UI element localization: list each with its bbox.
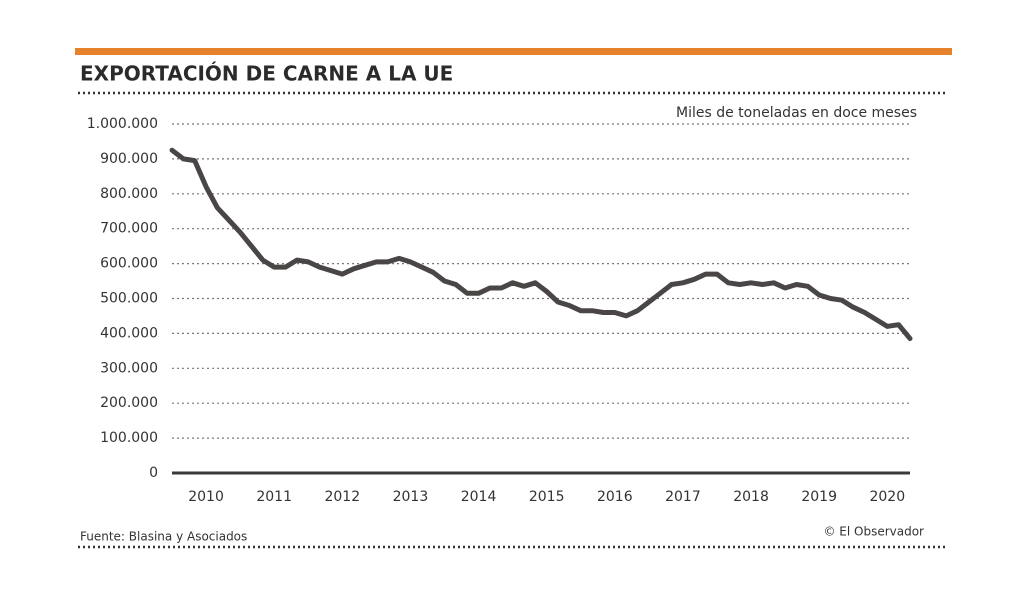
y-tick-label: 300.000 (100, 360, 158, 376)
y-tick-label: 500.000 (100, 291, 158, 307)
y-tick-label: 600.000 (100, 256, 158, 272)
x-tick-label: 2020 (869, 489, 905, 505)
y-tick-label: 200.000 (100, 395, 158, 411)
x-tick-label: 2015 (529, 489, 565, 505)
y-tick-label: 800.000 (100, 186, 158, 202)
x-tick-label: 2010 (188, 489, 224, 505)
y-tick-label: 400.000 (100, 325, 158, 341)
x-tick-label: 2012 (324, 489, 360, 505)
y-tick-label: 1.000.000 (87, 116, 158, 132)
x-tick-label: 2017 (665, 489, 701, 505)
y-tick-label: 700.000 (100, 221, 158, 237)
x-tick-label: 2018 (733, 489, 769, 505)
credit: © El Observador (823, 525, 924, 539)
y-tick-label: 0 (149, 465, 158, 481)
x-tick-label: 2014 (461, 489, 497, 505)
x-tick-label: 2013 (393, 489, 429, 505)
source: Fuente: Blasina y Asociados (80, 530, 247, 544)
y-tick-label: 900.000 (100, 151, 158, 167)
top-bar (75, 48, 952, 55)
x-tick-label: 2011 (256, 489, 292, 505)
chart-title: EXPORTACIÓN DE CARNE A LA UE (80, 62, 453, 86)
x-tick-label: 2016 (597, 489, 633, 505)
x-tick-label: 2019 (801, 489, 837, 505)
y-tick-label: 100.000 (100, 430, 158, 446)
subtitle: Miles de toneladas en doce meses (676, 105, 917, 121)
data-line (169, 147, 913, 342)
